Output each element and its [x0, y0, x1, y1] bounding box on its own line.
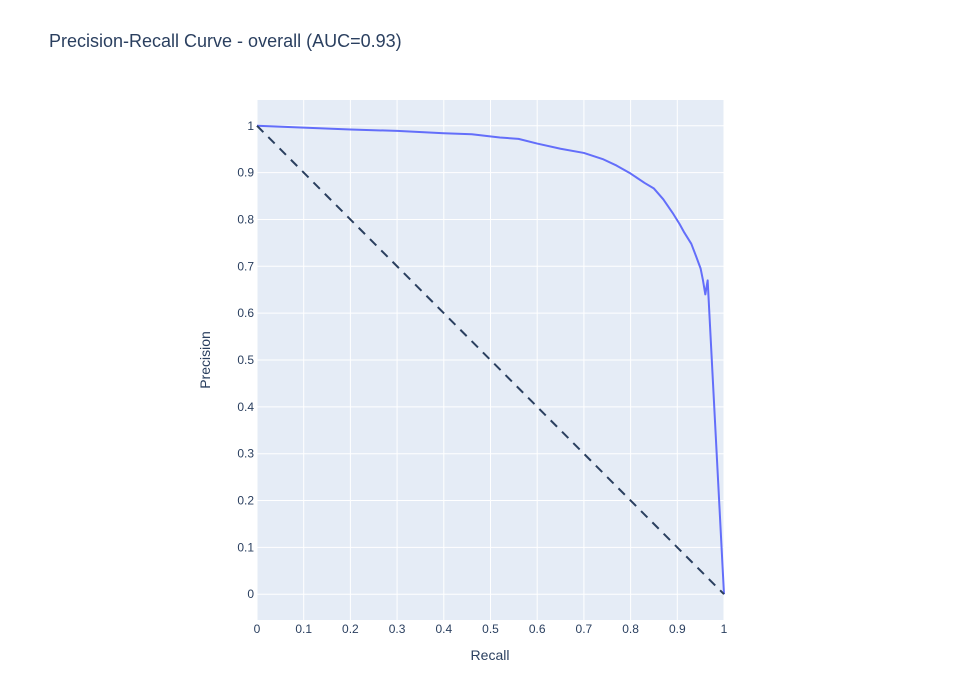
- chart-title: Precision-Recall Curve - overall (AUC=0.…: [49, 31, 402, 51]
- x-tick-label: 0.3: [389, 622, 406, 636]
- y-tick-label: 0.2: [237, 494, 254, 508]
- precision-recall-curve-line: [256, 124, 725, 595]
- x-tick-label: 0.5: [482, 622, 499, 636]
- y-tick-label: 0.9: [237, 166, 254, 180]
- x-axis-title: Recall: [471, 647, 510, 663]
- x-tick-label: 0.9: [669, 622, 686, 636]
- y-axis-title: Precision: [197, 331, 213, 389]
- x-tick-label: 0.4: [435, 622, 452, 636]
- y-tick-label: 0.1: [237, 540, 254, 554]
- y-tick-label: 1: [247, 119, 254, 133]
- x-tick-label: 0.8: [622, 622, 639, 636]
- x-tick-label: 0: [254, 622, 261, 636]
- y-tick-label: 0.7: [237, 259, 254, 273]
- x-tick-labels: 0 0.1 0.2 0.3 0.4 0.5 0.6 0.7 0.8 0.9 1: [254, 622, 728, 636]
- x-tick-label: 0.6: [529, 622, 546, 636]
- x-tick-label: 0.2: [342, 622, 359, 636]
- y-tick-label: 0.6: [237, 306, 254, 320]
- x-tick-label: 1: [721, 622, 728, 636]
- series-group: [256, 124, 725, 595]
- y-tick-label: 0.3: [237, 447, 254, 461]
- y-tick-label: 0.4: [237, 400, 254, 414]
- y-tick-label: 0: [247, 587, 254, 601]
- baseline-dashed-line: [256, 125, 725, 595]
- y-tick-label: 0.5: [237, 353, 254, 367]
- x-tick-label: 0.7: [576, 622, 593, 636]
- y-tick-labels: 0 0.1 0.2 0.3 0.4 0.5 0.6 0.7 0.8 0.9 1: [237, 119, 254, 601]
- y-gridlines: [257, 125, 724, 595]
- y-tick-label: 0.8: [237, 212, 254, 226]
- x-tick-label: 0.1: [295, 622, 312, 636]
